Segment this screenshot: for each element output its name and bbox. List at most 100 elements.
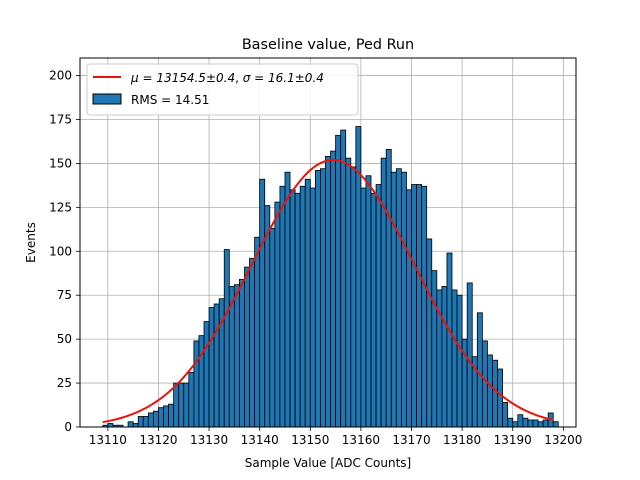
histogram-bar	[466, 282, 473, 428]
histogram-bar	[244, 266, 250, 428]
gaussian-fit-curve	[102, 158, 554, 424]
histogram-bar	[193, 340, 200, 428]
chart-title: Baseline value, Ped Run	[242, 37, 414, 53]
histogram-bar	[259, 178, 266, 428]
histogram-bar	[522, 417, 529, 428]
histogram-bar	[233, 284, 240, 428]
histogram-bar	[203, 321, 210, 428]
histogram-bar	[527, 419, 534, 428]
histogram-bar	[441, 286, 448, 428]
histogram-bar	[497, 368, 504, 428]
x-tick-label: 13180	[443, 433, 481, 447]
x-tick-label: 13140	[241, 433, 279, 447]
histogram-bar	[314, 170, 321, 428]
histogram-bar	[517, 414, 524, 428]
histogram-bar	[431, 270, 438, 428]
histogram-bar	[168, 403, 175, 428]
y-tick-label: 175	[49, 113, 72, 127]
histogram-bar	[481, 340, 488, 428]
histogram-bar	[163, 405, 169, 428]
histogram-bar	[142, 416, 149, 428]
histogram-bar	[239, 278, 245, 428]
histogram-bar	[208, 307, 215, 428]
x-tick-label: 13120	[139, 433, 177, 447]
histogram-bar	[249, 257, 256, 428]
x-tick-label: 13160	[342, 433, 380, 447]
y-tick-label: 25	[57, 376, 72, 390]
x-tick-label: 13190	[494, 433, 532, 447]
histogram-bar	[400, 171, 407, 428]
x-tick-label: 13130	[190, 433, 228, 447]
histogram-bar	[309, 187, 316, 428]
histogram-bar	[299, 185, 306, 428]
histogram-bar	[213, 303, 220, 428]
histogram-bars	[102, 126, 559, 428]
histogram-bar	[173, 382, 180, 428]
histogram-bar	[370, 192, 377, 428]
legend-box	[86, 63, 359, 116]
histogram-bar	[183, 382, 190, 428]
y-tick-label: 150	[49, 156, 72, 170]
histogram-bar	[532, 419, 539, 428]
legend-fit-label: μ = 13154.5±0.4, σ = 16.1±0.4	[130, 71, 324, 85]
y-tick-label: 0	[64, 420, 72, 434]
x-axis-label: Sample Value [ADC Counts]	[245, 456, 411, 470]
histogram-bar	[274, 201, 281, 428]
histogram-bar	[375, 184, 382, 428]
histogram-bar	[294, 192, 301, 428]
y-tick-label: 100	[49, 244, 72, 258]
histogram-bar	[426, 238, 433, 428]
x-axis-ticks: 13110 13120 13130 13140 13150 13160 13170 13180…	[89, 427, 582, 447]
histogram-bar	[304, 178, 311, 428]
legend-fit-mu: μ = 13154.5±0.4	[130, 71, 235, 85]
histogram-bar	[512, 421, 519, 428]
histogram-bar	[421, 185, 428, 428]
histogram-bar	[127, 421, 134, 428]
y-tick-label: 75	[57, 288, 72, 302]
legend-histogram-label: RMS = 14.51	[131, 93, 209, 107]
y-tick-label: 200	[49, 69, 72, 83]
histogram-bar	[411, 184, 417, 428]
histogram-bar	[446, 252, 453, 428]
histogram-bar	[330, 150, 336, 428]
histogram-bar	[492, 359, 498, 428]
histogram-bar	[147, 412, 154, 428]
histogram-bar	[178, 382, 185, 428]
histogram-bar	[198, 335, 205, 428]
legend-fit-separator: ,	[235, 71, 243, 85]
histogram-bar	[132, 423, 139, 428]
histogram-bar	[254, 236, 261, 428]
histogram-bar	[395, 168, 402, 428]
legend: μ = 13154.5±0.4, σ = 16.1±0.4 RMS = 14.5…	[86, 63, 359, 116]
x-tick-label: 13150	[291, 433, 329, 447]
histogram-bar	[340, 129, 347, 428]
histogram-bar	[537, 421, 544, 428]
x-tick-label: 13200	[544, 433, 582, 447]
histogram-bar	[289, 189, 296, 428]
y-tick-label: 50	[57, 332, 72, 346]
histogram-bar	[152, 410, 159, 428]
histogram-bar	[345, 157, 352, 428]
histogram-bar	[502, 401, 509, 428]
histogram-bar	[223, 249, 230, 428]
y-axis-label: Events	[24, 222, 38, 263]
plot-frame	[79, 57, 577, 428]
histogram-bar	[487, 354, 493, 428]
x-tick-label: 13170	[392, 433, 430, 447]
histogram-bar	[552, 421, 559, 428]
legend-fit-sigma: σ = 16.1±0.4	[243, 71, 324, 85]
y-tick-label: 125	[49, 200, 72, 214]
histogram-bar	[269, 228, 276, 428]
histogram-bar	[380, 157, 387, 428]
histogram-bar	[456, 294, 463, 428]
y-axis-ticks: 0 25 50 75 100 125 150 175 200	[49, 69, 80, 434]
legend-histogram-swatch	[92, 93, 122, 105]
x-tick-label: 13110	[89, 433, 127, 447]
histogram-bar	[350, 166, 357, 428]
histogram-bar	[335, 134, 342, 428]
histogram-bar	[284, 171, 291, 428]
histogram-bar	[325, 155, 331, 428]
histogram-bar	[360, 187, 367, 428]
histogram-bar	[390, 171, 397, 428]
histogram-bar	[385, 148, 392, 428]
